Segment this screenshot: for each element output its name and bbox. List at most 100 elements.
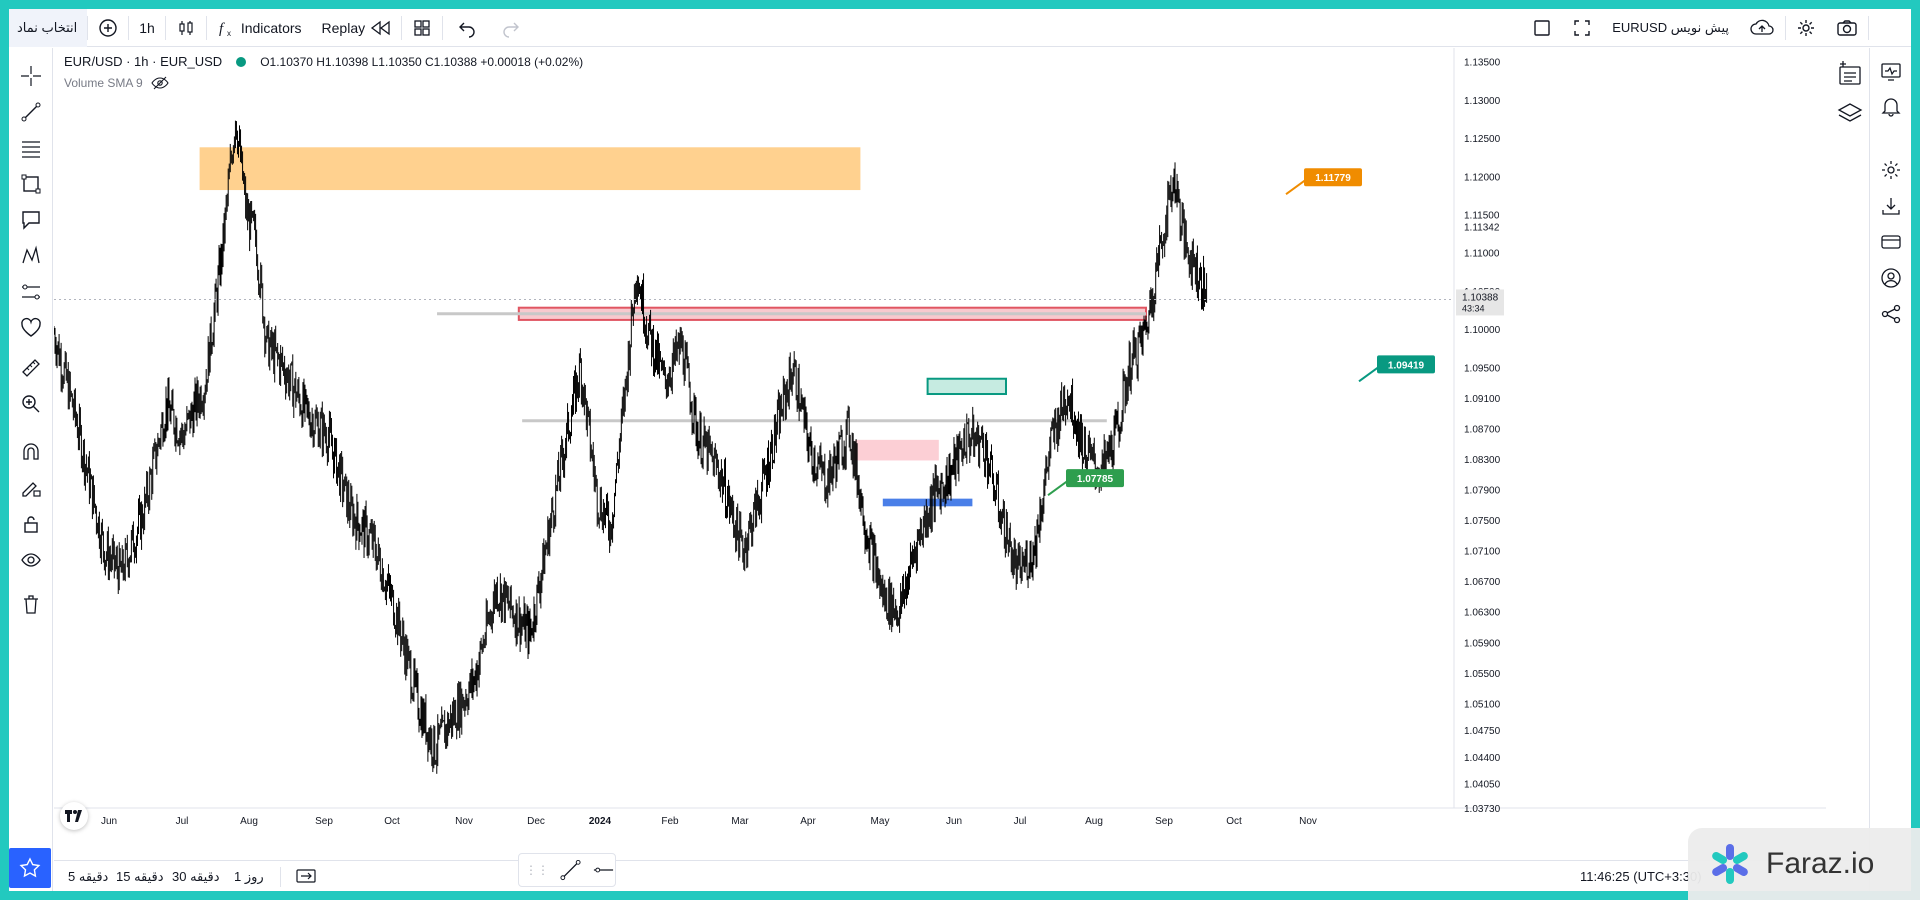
time-tick-label: Jul bbox=[1014, 816, 1027, 827]
price-tick-label: 1.08300 bbox=[1464, 455, 1501, 466]
layers-button[interactable] bbox=[1837, 101, 1863, 130]
rewind-icon bbox=[371, 20, 390, 35]
trash-icon bbox=[24, 595, 38, 614]
callout-tool[interactable] bbox=[19, 208, 43, 232]
series-legend: EUR/USD · 1h · EUR_USD O1.10370 H1.10398… bbox=[64, 54, 583, 69]
price-tick-label: 1.12000 bbox=[1464, 172, 1501, 183]
series-title[interactable]: EUR/USD · 1h · EUR_USD bbox=[64, 54, 223, 69]
tradingview-logo[interactable] bbox=[60, 802, 88, 830]
symbol-search-button[interactable]: انتخاب نماد bbox=[9, 9, 88, 47]
chart-canvas[interactable]: 1.13500 1.13000 1.12500 1.12000 1.115001.113… bbox=[54, 48, 1826, 844]
rectangle-tool[interactable] bbox=[19, 172, 43, 196]
measure-tool[interactable] bbox=[19, 356, 43, 380]
download-button[interactable] bbox=[1879, 194, 1903, 218]
crosshair-icon bbox=[21, 66, 41, 86]
compare-symbol-button[interactable] bbox=[88, 9, 128, 47]
range-5m-button[interactable]: 5 دقیقه bbox=[68, 869, 109, 884]
list-plus-icon bbox=[1839, 61, 1861, 85]
trend-line-tool[interactable] bbox=[19, 100, 43, 124]
volume-label[interactable]: Volume SMA 9 bbox=[64, 76, 143, 90]
layout-button[interactable] bbox=[402, 9, 442, 47]
drawing-quick-bar: ⋮⋮ bbox=[518, 853, 616, 887]
support-zone-teal bbox=[926, 377, 1007, 396]
stay-drawing-tool[interactable] bbox=[19, 476, 43, 500]
remove-drawings-tool[interactable] bbox=[19, 592, 43, 616]
share-button[interactable] bbox=[1879, 302, 1903, 326]
time-tick-label: Nov bbox=[1299, 816, 1317, 827]
favorites-star-button[interactable] bbox=[9, 848, 51, 888]
price-tick-label: 1.09100 bbox=[1464, 394, 1501, 405]
bell-icon bbox=[1881, 98, 1901, 117]
fib-tool[interactable] bbox=[19, 136, 43, 160]
date-range-button[interactable] bbox=[296, 868, 316, 887]
favorites-tool[interactable] bbox=[19, 316, 43, 340]
price-tick-label: 1.04400 bbox=[1464, 753, 1501, 764]
price-tick-label: 1.06300 bbox=[1464, 608, 1501, 619]
trading-panel-button[interactable] bbox=[1879, 230, 1903, 254]
range-15m-button[interactable]: 15 دقیقه bbox=[116, 869, 164, 884]
current-price-box bbox=[1456, 289, 1504, 316]
lock-drawings-tool[interactable] bbox=[19, 512, 43, 536]
label-orange-box bbox=[1304, 168, 1362, 187]
zoom-tool[interactable] bbox=[19, 392, 43, 416]
crosshair-tool[interactable] bbox=[19, 64, 43, 88]
clock-timezone[interactable]: 11:46:25 (UTC+3:30) bbox=[1580, 869, 1702, 884]
chart-name[interactable]: EURUSD پیش نویس bbox=[1602, 9, 1739, 47]
fullscreen-toggle-button[interactable] bbox=[1522, 9, 1562, 47]
horizontal-line-icon[interactable] bbox=[592, 858, 615, 882]
faraz-logo-icon bbox=[1712, 844, 1748, 884]
star-icon bbox=[19, 857, 41, 878]
toolbar-divider bbox=[1785, 15, 1786, 40]
label-green-box bbox=[1066, 469, 1124, 488]
time-tick-label: Apr bbox=[800, 816, 816, 827]
chart-type-button[interactable] bbox=[166, 9, 206, 47]
price-tick-label: 1.09500 bbox=[1464, 363, 1501, 374]
expand-button[interactable] bbox=[1562, 9, 1602, 47]
interval-button[interactable]: 1h bbox=[129, 9, 165, 47]
pattern-tool[interactable] bbox=[19, 244, 43, 268]
watchlist-button[interactable] bbox=[1837, 61, 1863, 90]
watchlist-button[interactable] bbox=[1869, 9, 1911, 47]
download-icon bbox=[1882, 198, 1900, 215]
replay-button[interactable]: Replay bbox=[312, 9, 402, 47]
layers-icon bbox=[1837, 103, 1863, 122]
price-tick-label: 1.07900 bbox=[1464, 485, 1501, 496]
alerts-button[interactable] bbox=[1879, 94, 1903, 118]
svg-text:f: f bbox=[219, 21, 225, 37]
camera-icon bbox=[1837, 19, 1857, 36]
profile-button[interactable] bbox=[1879, 266, 1903, 290]
time-tick-label: 2024 bbox=[589, 816, 612, 827]
candles-icon bbox=[179, 20, 193, 35]
replay-label: Replay bbox=[321, 19, 366, 36]
drag-handle-icon[interactable]: ⋮⋮ bbox=[525, 863, 549, 877]
prediction-tool[interactable] bbox=[19, 280, 43, 304]
hotlist-button[interactable] bbox=[1879, 60, 1903, 84]
redo-button[interactable] bbox=[491, 9, 531, 47]
trend-line-icon[interactable] bbox=[559, 858, 582, 882]
price-tick-label: 1.10000 bbox=[1464, 325, 1501, 336]
calendar-range-icon bbox=[296, 869, 316, 883]
price-tick-label: 1.08700 bbox=[1464, 424, 1501, 435]
undo-button[interactable] bbox=[443, 9, 491, 47]
magnet-tool[interactable] bbox=[19, 440, 43, 464]
time-tick-label: Jul bbox=[176, 816, 189, 827]
time-tick-label: Sep bbox=[1155, 816, 1173, 827]
settings-button[interactable] bbox=[1786, 9, 1826, 47]
eye-icon bbox=[21, 553, 41, 567]
hide-drawings-tool[interactable] bbox=[19, 548, 43, 572]
chart-pane[interactable]: 1.13500 1.13000 1.12500 1.12000 1.11500 1.113… bbox=[54, 48, 1826, 844]
save-cloud-button[interactable] bbox=[1739, 9, 1785, 47]
cloud-upload-icon bbox=[1750, 19, 1774, 35]
ruler-measure-icon bbox=[22, 284, 40, 300]
time-tick-label: Jun bbox=[101, 816, 117, 827]
chart-name-label: EURUSD پیش نویس bbox=[1612, 19, 1729, 35]
range-30m-button[interactable]: 30 دقیقه bbox=[172, 869, 220, 884]
eye-hidden-icon[interactable] bbox=[151, 76, 169, 90]
range-1d-button[interactable]: 1 روز bbox=[234, 869, 264, 884]
toolbar-divider bbox=[280, 867, 281, 887]
object-tree-button[interactable] bbox=[1879, 158, 1903, 182]
snapshot-button[interactable] bbox=[1826, 9, 1868, 47]
trend-line-icon bbox=[21, 102, 41, 122]
